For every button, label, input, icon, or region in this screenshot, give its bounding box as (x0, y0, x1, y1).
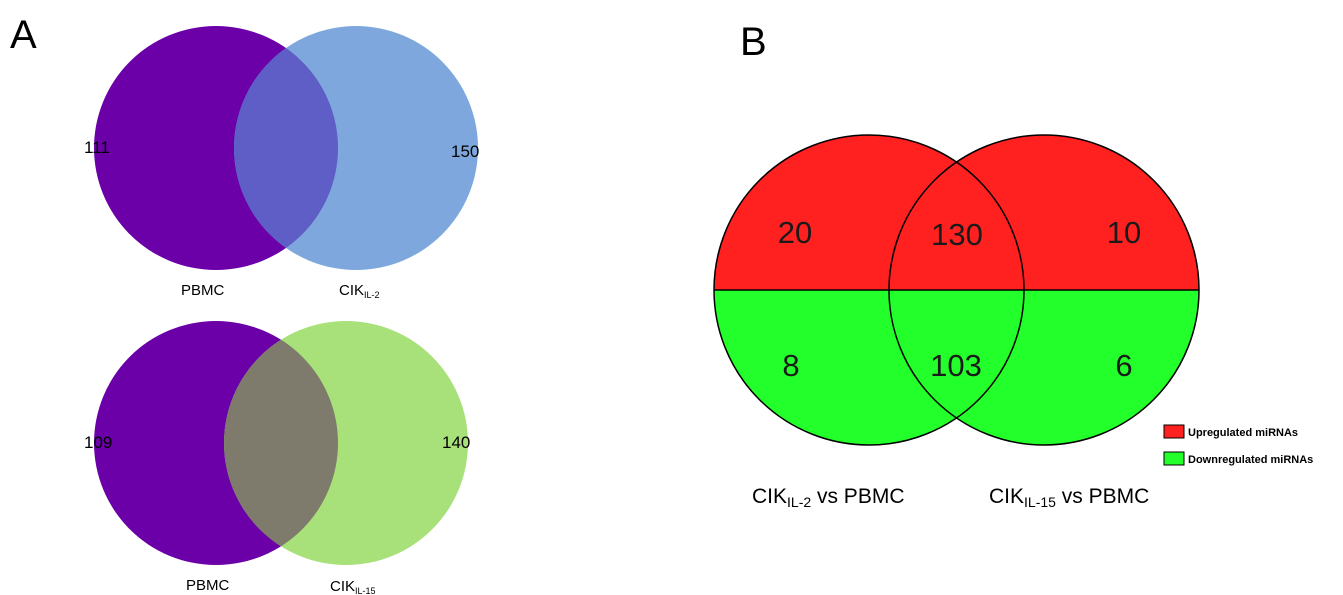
venn-b-right-label: CIKIL-15 vs PBMC (989, 485, 1149, 510)
venn-bottom-cik-label: CIKIL-15 (330, 578, 376, 595)
venn-b-down-left-count: 8 (782, 348, 799, 383)
venn-top-pbmc-label: PBMC (181, 282, 225, 299)
venn-b-up-left-count: 20 (778, 215, 812, 250)
legend-label-upregulated: Upregulated miRNAs (1188, 427, 1298, 439)
legend-label-downregulated: Downregulated miRNAs (1188, 454, 1313, 466)
venn-b: 20 130 10 8 103 6 CIKIL-2 vs PBMC CIKIL-… (713, 134, 1200, 510)
venn-bottom-cik-count: 140 (442, 433, 470, 452)
legend-swatch-downregulated (1163, 451, 1185, 466)
venn-top-cik-label: CIKIL-2 (339, 282, 380, 300)
legend: Upregulated miRNAs Downregulated miRNAs (1163, 424, 1313, 466)
venn-b-down-right-count: 6 (1115, 348, 1132, 383)
venn-bottom-pbmc-label: PBMC (186, 577, 230, 594)
venn-bottom-overlap (224, 321, 338, 565)
venn-b-down-middle-count: 103 (930, 348, 982, 383)
panel-b-letter: B (740, 20, 767, 64)
venn-b-up-middle-count: 130 (931, 217, 983, 252)
venn-b-downregulated-region (714, 290, 1199, 445)
venn-top-overlap (234, 26, 338, 270)
venn-top: 111 150 PBMC CIKIL-2 (84, 26, 479, 300)
venn-b-left-label: CIKIL-2 vs PBMC (752, 485, 904, 510)
panel-a-letter: A (10, 13, 37, 57)
venn-top-cik-count: 150 (451, 142, 479, 161)
venn-bottom: 109 140 PBMC CIKIL-15 (84, 321, 470, 595)
venn-b-up-right-count: 10 (1107, 215, 1141, 250)
venn-bottom-pbmc-count: 109 (84, 433, 112, 452)
venn-b-upregulated-region (714, 135, 1199, 290)
venn-top-pbmc-count: 111 (84, 138, 110, 157)
legend-swatch-upregulated (1163, 424, 1185, 439)
